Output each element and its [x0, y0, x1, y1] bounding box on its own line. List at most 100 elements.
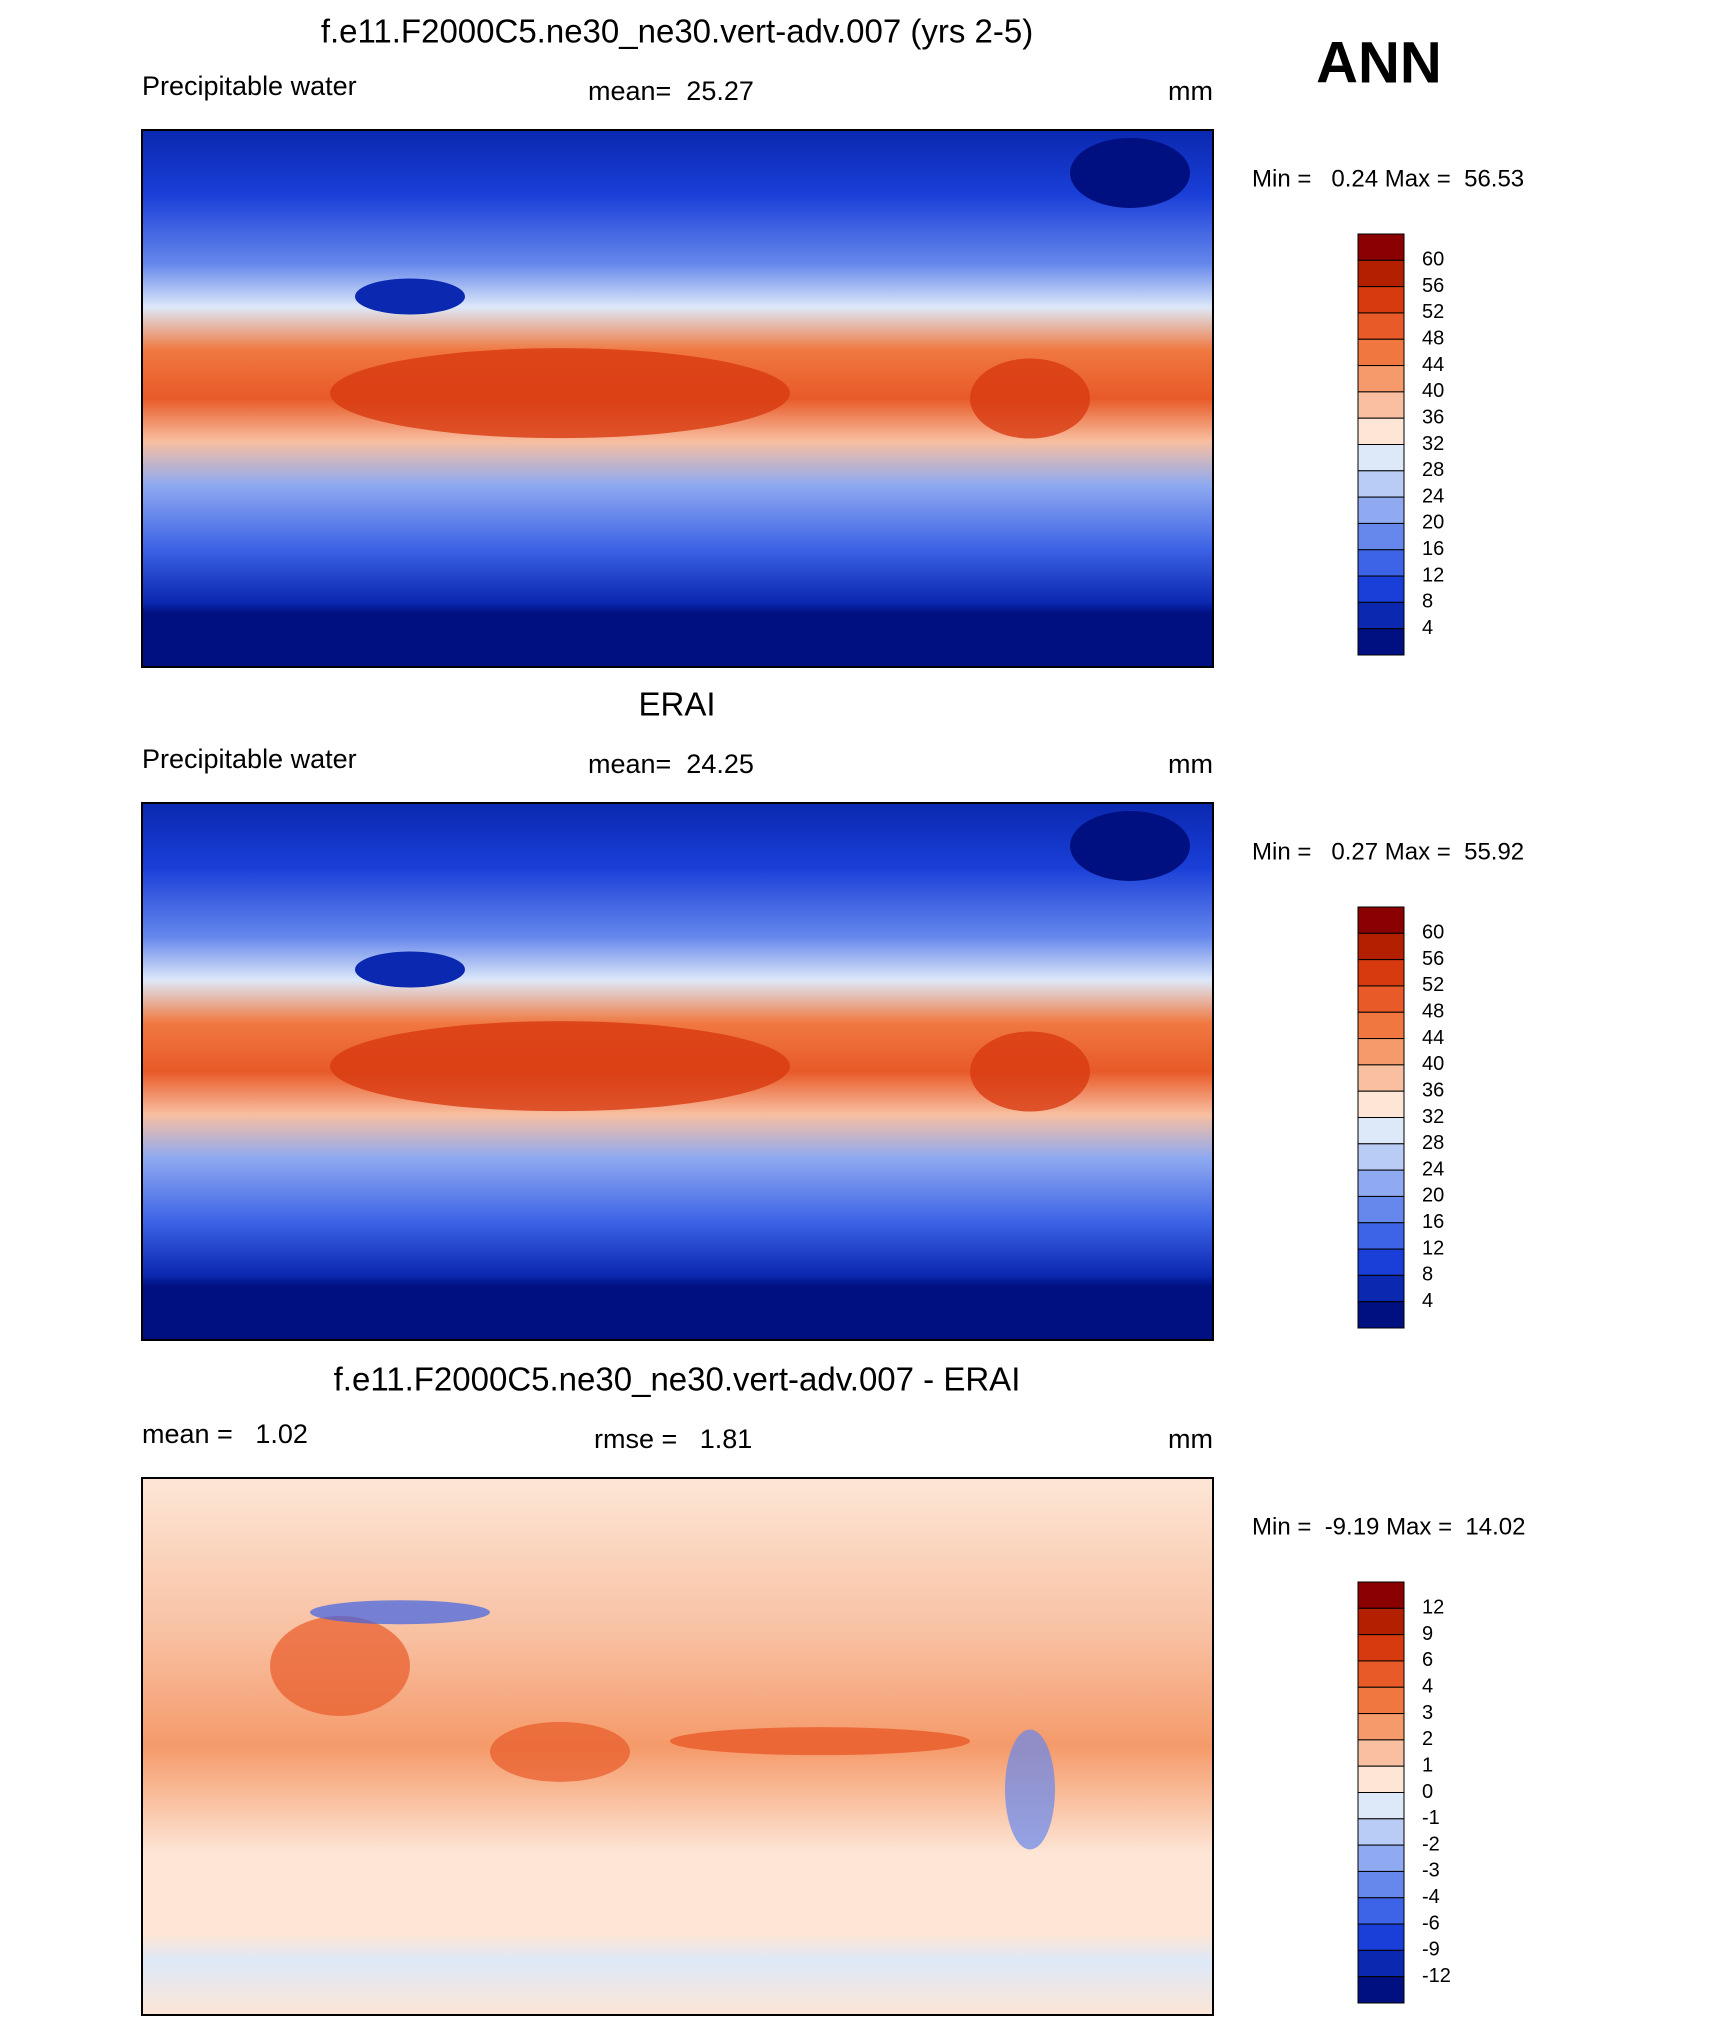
colorbar-label: -6 — [1422, 1912, 1440, 1934]
colorbar-label: 16 — [1422, 538, 1444, 560]
colorbar-box — [1357, 1222, 1405, 1250]
greenland — [1070, 810, 1190, 881]
colorbar-box — [1357, 601, 1405, 630]
warm-pool — [330, 1021, 790, 1112]
colorbar-box — [1357, 496, 1405, 524]
colorbar-box — [1357, 906, 1405, 934]
colorbar-box — [1357, 259, 1405, 288]
colorbar-label: 0 — [1422, 1781, 1433, 1803]
colorbar-box — [1357, 1634, 1405, 1662]
season-label: ANN — [1316, 30, 1442, 95]
colorbar-box — [1357, 1195, 1405, 1224]
min-max-label: Min = 0.24 Max = 56.53 — [1252, 165, 1524, 192]
stat-label: mean= 24.25 — [588, 749, 754, 779]
colorbar-box — [1357, 1713, 1405, 1741]
colorbar-label: 28 — [1422, 459, 1444, 481]
colorbar-box — [1357, 312, 1405, 340]
colorbar-box — [1357, 1301, 1405, 1329]
colorbar-box — [1357, 959, 1405, 987]
map-panel — [141, 802, 1214, 1341]
colorbar-box — [1357, 1090, 1405, 1118]
colorbar-box — [1357, 1011, 1405, 1040]
colorbar-box — [1357, 985, 1405, 1013]
colorbar-label: 36 — [1422, 406, 1444, 428]
map-frame — [141, 802, 1214, 1341]
colorbar-label: 56 — [1422, 948, 1444, 970]
colorbar-label: -12 — [1422, 1965, 1451, 1987]
colorbar-label: 4 — [1422, 617, 1433, 639]
colorbar-box — [1357, 549, 1405, 577]
colorbar-box — [1357, 1923, 1405, 1951]
colorbar-label: 24 — [1422, 485, 1444, 507]
colorbar-label: 4 — [1422, 1676, 1433, 1698]
map-frame — [141, 1477, 1214, 2016]
diff-blob — [1005, 1729, 1055, 1850]
greenland — [1070, 137, 1190, 208]
map-frame — [141, 129, 1214, 668]
colorbar-box — [1357, 575, 1405, 603]
colorbar-box — [1357, 1686, 1405, 1715]
colorbar-label: 8 — [1422, 1264, 1433, 1286]
colorbar-label: 40 — [1422, 1053, 1444, 1075]
colorbar-box — [1357, 1818, 1405, 1846]
diff-blob — [270, 1615, 410, 1716]
colorbar-box — [1357, 470, 1405, 498]
colorbar-label: 1 — [1422, 1754, 1433, 1776]
colorbar-label: 36 — [1422, 1079, 1444, 1101]
colorbar-box — [1357, 1739, 1405, 1767]
colorbar-label: 24 — [1422, 1158, 1444, 1180]
colorbar-box — [1357, 1792, 1405, 1820]
amazon — [970, 1031, 1090, 1112]
colorbar-box — [1357, 1274, 1405, 1303]
colorbar-box — [1357, 365, 1405, 393]
colorbar-box — [1357, 1117, 1405, 1145]
colorbar-box — [1357, 286, 1405, 314]
panel-title: f.e11.F2000C5.ne30_ne30.vert-adv.007 - E… — [334, 1361, 1021, 1398]
colorbar-label: 32 — [1422, 1106, 1444, 1128]
amazon — [970, 358, 1090, 439]
colorbar-label: 2 — [1422, 1728, 1433, 1750]
map-field — [142, 1478, 1213, 2015]
colorbar-box — [1357, 628, 1405, 656]
colorbar-box — [1357, 1870, 1405, 1899]
colorbar-box — [1357, 522, 1405, 551]
colorbar-label: 6 — [1422, 1649, 1433, 1671]
colorbar-label: 48 — [1422, 1001, 1444, 1023]
colorbar-label: 20 — [1422, 1185, 1444, 1207]
colorbar-label: 52 — [1422, 974, 1444, 996]
colorbar-box — [1357, 932, 1405, 961]
map-panel — [141, 1477, 1214, 2016]
colorbar-box — [1357, 338, 1405, 367]
map-panel — [141, 129, 1214, 668]
colorbar-label: 4 — [1422, 1290, 1433, 1312]
field-label: Precipitable water — [142, 71, 357, 101]
colorbar-box — [1357, 233, 1405, 261]
colorbar-box — [1357, 391, 1405, 419]
colorbar-label: -2 — [1422, 1833, 1440, 1855]
diff-blob — [310, 1600, 490, 1625]
colorbar-box — [1357, 1765, 1405, 1793]
colorbar-label: -1 — [1422, 1807, 1440, 1829]
panel-title: ERAI — [638, 686, 715, 723]
colorbar-label: 60 — [1422, 922, 1444, 944]
colorbar-box — [1357, 1660, 1405, 1688]
stat-label: rmse = 1.81 — [594, 1424, 752, 1454]
min-max-label: Min = 0.27 Max = 55.92 — [1252, 838, 1524, 865]
field-label: mean = 1.02 — [142, 1419, 308, 1449]
diff-blob — [670, 1727, 970, 1756]
colorbar-label: 48 — [1422, 328, 1444, 350]
colorbar-label: 12 — [1422, 1237, 1444, 1259]
colorbar-label: 44 — [1422, 1027, 1444, 1049]
colorbar-box — [1357, 1169, 1405, 1197]
warm-pool — [330, 348, 790, 439]
colorbar-label: 28 — [1422, 1132, 1444, 1154]
colorbar-label: 16 — [1422, 1211, 1444, 1233]
colorbar-label: -4 — [1422, 1886, 1440, 1908]
colorbar-box — [1357, 417, 1405, 445]
colorbar-box — [1357, 1844, 1405, 1872]
colorbar-label: 52 — [1422, 301, 1444, 323]
colorbar-box — [1357, 1897, 1405, 1925]
colorbar-label: 60 — [1422, 249, 1444, 271]
tibet — [355, 951, 465, 988]
